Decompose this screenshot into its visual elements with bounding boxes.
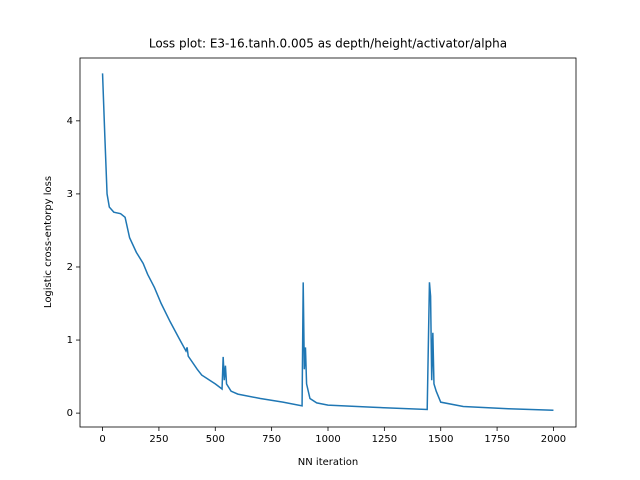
y-tick-label: 1	[67, 335, 73, 346]
x-tick-label: 1000	[315, 434, 340, 445]
x-tick-label: 500	[206, 434, 225, 445]
x-axis-label: NN iteration	[298, 457, 358, 468]
y-tick-label: 2	[67, 262, 73, 273]
x-tick-label: 2000	[541, 434, 566, 445]
y-tick-label: 3	[67, 189, 73, 200]
line	[101, 73, 554, 411]
x-tick-label: 1250	[372, 434, 397, 445]
plot-frame	[79, 57, 577, 428]
x-tick-label: 750	[262, 434, 281, 445]
y-tick-label: 4	[67, 116, 73, 127]
x-tick-label: 1500	[428, 434, 453, 445]
x-tick-label: 0	[99, 434, 105, 445]
x-tick-label: 250	[149, 434, 168, 445]
chart-title: Loss plot: E3-16.tanh.0.005 as depth/hei…	[149, 37, 507, 51]
y-tick-label: 0	[67, 408, 73, 419]
y-axis-label: Logistic cross-entorpy loss	[43, 176, 54, 308]
x-tick-label: 1750	[484, 434, 509, 445]
